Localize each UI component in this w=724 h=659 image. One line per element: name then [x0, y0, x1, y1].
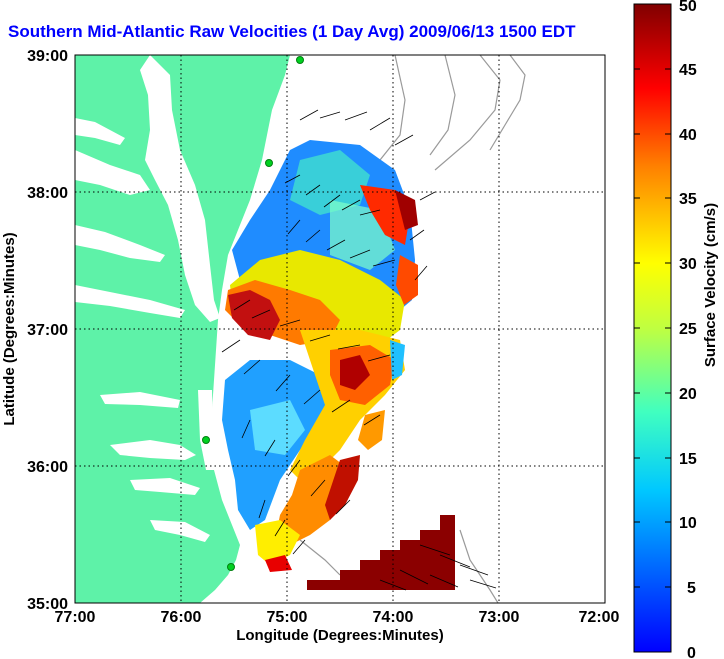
y-tick-labels: 39:00 38:00 37:00 36:00 35:00 — [27, 48, 68, 613]
y-tick-label: 36:00 — [27, 459, 68, 476]
radar-site-markers — [202, 56, 304, 571]
colorbar — [633, 3, 672, 653]
x-tick-label: 74:00 — [373, 609, 414, 626]
chesapeake-bay — [75, 55, 220, 542]
colorbar-tick-label: 30 — [679, 256, 697, 273]
colorbar-tick-label: 20 — [679, 386, 697, 403]
plot-frame — [74, 54, 606, 604]
radar-site-marker — [265, 159, 273, 167]
radar-site-marker — [202, 436, 210, 444]
colorbar-ticks — [634, 68, 671, 588]
x-axis-label: Longitude (Degrees:Minutes) — [236, 627, 444, 644]
x-tick-label: 76:00 — [161, 609, 202, 626]
x-tick-label: 73:00 — [479, 609, 520, 626]
map-plot-area — [75, 55, 605, 603]
colorbar-tick-label: 50 — [679, 0, 697, 15]
bathymetry-contours — [299, 55, 526, 603]
colorbar-tick-label: 10 — [679, 515, 697, 532]
colorbar-tick-labels: 50 45 40 35 30 25 20 15 10 5 0 — [679, 0, 697, 659]
y-tick-label: 35:00 — [27, 596, 68, 613]
y-tick-label: 37:00 — [27, 322, 68, 339]
velocity-vectors — [221, 109, 497, 591]
map-title: Southern Mid-Atlantic Raw Velocities (1 … — [8, 22, 576, 41]
radar-site-marker — [227, 563, 235, 571]
colorbar-tick-label: 25 — [679, 321, 697, 338]
colorbar-tick-label: 35 — [679, 191, 697, 208]
colorbar-label: Surface Velocity (cm/s) — [702, 203, 719, 367]
y-tick-label: 38:00 — [27, 185, 68, 202]
x-tick-labels: 77:00 76:00 75:00 74:00 73:00 72:00 — [55, 609, 620, 626]
colorbar-tick-label: 40 — [679, 127, 697, 144]
colorbar-tick-label: 15 — [679, 451, 697, 468]
x-tick-label: 75:00 — [267, 609, 308, 626]
x-tick-label: 77:00 — [55, 609, 96, 626]
radar-site-marker — [296, 56, 304, 64]
x-tick-label: 72:00 — [579, 609, 620, 626]
colorbar-tick-label: 5 — [687, 580, 696, 597]
map-grid — [75, 55, 605, 603]
colorbar-tick-label: 0 — [687, 645, 696, 659]
colorbar-tick-label: 45 — [679, 62, 697, 79]
y-tick-label: 39:00 — [27, 48, 68, 65]
y-axis-label: Latitude (Degrees:Minutes) — [1, 232, 18, 425]
velocity-field — [222, 140, 455, 590]
